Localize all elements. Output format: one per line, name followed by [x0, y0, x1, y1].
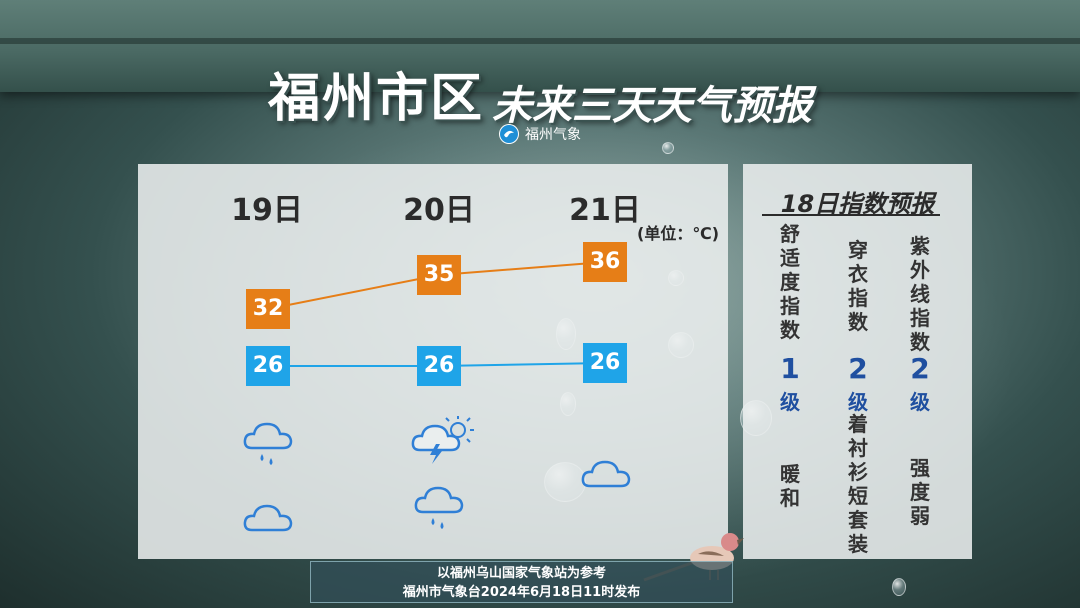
title-main: 福州市区 — [267, 69, 484, 129]
cloud-icon — [243, 504, 293, 532]
index-level: 2 — [848, 352, 868, 385]
cloud-icon — [581, 460, 631, 488]
high-temp-box: 36 — [583, 242, 627, 282]
index-desc: 强度 弱 — [910, 456, 930, 528]
index-name: 紫外线指数 — [910, 234, 930, 354]
index-level: 1 — [780, 352, 800, 385]
high-temp-box: 35 — [417, 255, 461, 295]
high-temp-box: 32 — [246, 289, 290, 329]
index-level-unit: 级 — [848, 390, 868, 414]
day-label: 19日 — [231, 193, 303, 228]
day-label: 20日 — [403, 193, 475, 228]
title-sub: 未来三天天气预报 — [492, 83, 812, 129]
unit-label: (单位：℃) — [637, 224, 720, 243]
index-level-unit: 级 — [910, 390, 930, 414]
rain-cloud-icon — [243, 422, 293, 465]
index-title-underline — [762, 214, 940, 216]
low-temp-box: 26 — [417, 346, 461, 386]
raindrop — [892, 578, 906, 596]
index-name: 穿衣指数 — [848, 238, 868, 334]
weather-service-logo-icon — [499, 124, 519, 144]
index-panel — [743, 164, 972, 559]
day-label: 21日 — [569, 193, 641, 228]
source-name: 福州气象 — [525, 127, 581, 143]
source-row: 福州气象 — [0, 124, 1080, 144]
index-title: 18日指数预报 — [780, 190, 935, 218]
footer-line-1: 以福州乌山国家气象站为参考 — [436, 566, 606, 581]
footer-note: 以福州乌山国家气象站为参考 福州市气象台2024年6月18日11时发布 — [310, 561, 733, 603]
index-level: 2 — [910, 352, 930, 385]
index-name: 舒适度指数 — [780, 222, 800, 342]
index-level-unit: 级 — [780, 390, 800, 414]
low-temp-box: 26 — [583, 343, 627, 383]
background-beam — [0, 0, 1080, 92]
raindrop — [662, 142, 674, 154]
index-desc: 着衬衫 短套装 — [848, 412, 868, 556]
index-desc: 暖和 — [780, 462, 800, 510]
footer-line-2: 福州市气象台2024年6月18日11时发布 — [402, 585, 641, 600]
page-title: 福州市区 未来三天天气预报 — [0, 56, 1080, 131]
rain-cloud-icon — [414, 486, 464, 529]
low-temp-box: 26 — [246, 346, 290, 386]
thunder-sun-cloud-icon — [411, 416, 474, 464]
